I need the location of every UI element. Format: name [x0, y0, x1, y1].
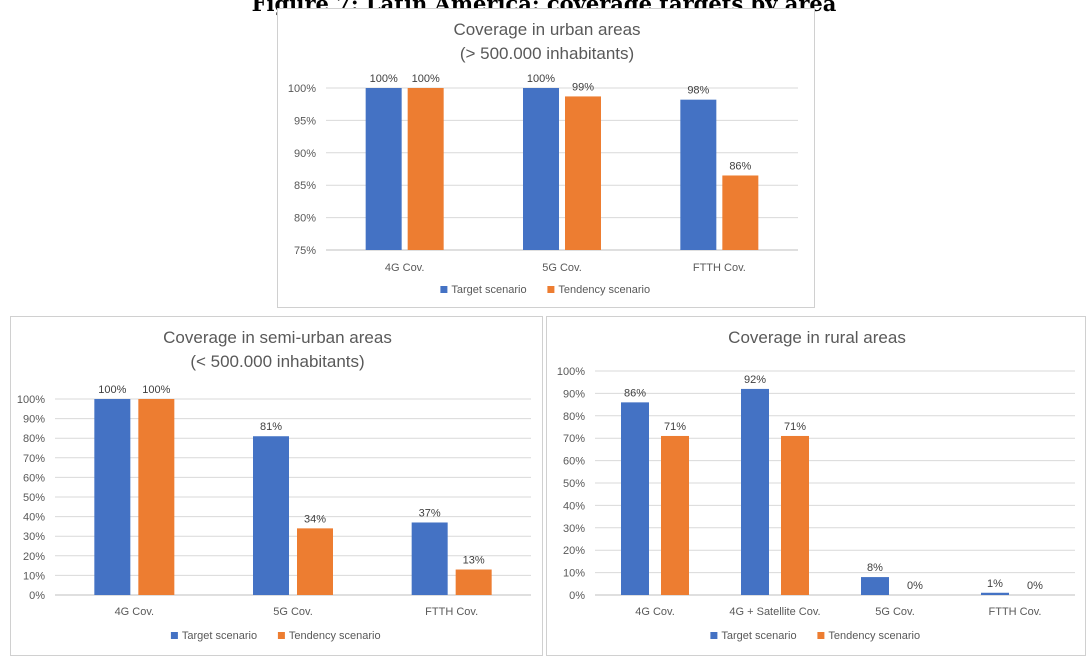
data-label-tendency: 100% — [142, 384, 170, 396]
data-label-target: 100% — [527, 73, 555, 85]
x-category-label: 5G Cov. — [542, 262, 582, 274]
data-label-target: 1% — [987, 578, 1003, 590]
data-label-tendency: 100% — [412, 73, 440, 85]
bar-tendency — [722, 175, 758, 250]
x-category-label: 5G Cov. — [273, 606, 313, 618]
x-category-label: 4G Cov. — [385, 262, 425, 274]
data-label-target: 81% — [260, 421, 282, 433]
y-tick-label: 30% — [23, 531, 45, 543]
x-category-label: FTTH Cov. — [693, 262, 746, 274]
data-label-target: 92% — [744, 374, 766, 386]
y-tick-label: 20% — [563, 545, 585, 557]
bar-tendency — [781, 436, 809, 595]
y-tick-label: 50% — [563, 478, 585, 490]
bar-target — [94, 399, 130, 595]
chart-semi-urban-coverage-svg: Coverage in semi-urban areas (< 500.000 i… — [11, 317, 544, 657]
y-tick-label: 80% — [23, 433, 45, 445]
legend-label-target: Target scenario — [451, 284, 526, 296]
data-label-tendency: 71% — [664, 421, 686, 433]
y-tick-label: 100% — [557, 366, 585, 378]
y-tick-label: 70% — [563, 433, 585, 445]
chart-semi-urban-coverage: Coverage in semi-urban areas (< 500.000 i… — [10, 316, 543, 656]
y-tick-label: 40% — [23, 512, 45, 524]
bar-target — [981, 593, 1009, 595]
bar-target — [741, 389, 769, 595]
y-tick-label: 50% — [23, 492, 45, 504]
chart-title-line: Coverage in urban areas — [453, 20, 640, 39]
y-tick-label: 30% — [563, 523, 585, 535]
y-tick-label: 90% — [294, 148, 316, 160]
legend-label-tendency: Tendency scenario — [558, 284, 650, 296]
y-tick-label: 70% — [23, 453, 45, 465]
legend-label-target: Target scenario — [721, 630, 796, 642]
chart-title-line: Coverage in rural areas — [728, 328, 906, 347]
x-category-label: 4G Cov. — [635, 606, 675, 618]
bar-target — [861, 577, 889, 595]
data-label-target: 100% — [98, 384, 126, 396]
chart-rural-coverage-svg: Coverage in rural areas 0% 10% 20% 30% 40% 50%… — [547, 317, 1087, 657]
bar-tendency — [138, 399, 174, 595]
data-label-target: 8% — [867, 562, 883, 574]
y-tick-label: 95% — [294, 115, 316, 127]
data-label-target: 37% — [419, 507, 441, 519]
x-category-label: 4G + Satellite Cov. — [729, 606, 820, 618]
y-tick-label: 40% — [563, 500, 585, 512]
data-label-tendency: 99% — [572, 81, 594, 93]
bar-target — [253, 436, 289, 595]
x-category-label: 5G Cov. — [875, 606, 915, 618]
y-tick-label: 20% — [23, 551, 45, 563]
y-tick-label: 10% — [23, 570, 45, 582]
data-label-tendency: 86% — [729, 160, 751, 172]
legend-swatch-target — [171, 632, 178, 639]
y-tick-label: 75% — [294, 245, 316, 257]
x-category-label: FTTH Cov. — [425, 606, 478, 618]
bar-target — [412, 522, 448, 595]
y-tick-label: 60% — [563, 456, 585, 468]
y-tick-label: 60% — [23, 472, 45, 484]
legend-label-tendency: Tendency scenario — [828, 630, 920, 642]
y-tick-label: 85% — [294, 180, 316, 192]
y-tick-label: 100% — [17, 394, 45, 406]
y-tick-label: 0% — [569, 590, 585, 602]
data-label-tendency: 13% — [463, 555, 485, 567]
y-tick-label: 90% — [23, 414, 45, 426]
data-label-target: 98% — [687, 85, 709, 97]
legend-label-tendency: Tendency scenario — [289, 630, 381, 642]
legend-swatch-tendency — [278, 632, 285, 639]
chart-urban-coverage: Coverage in urban areas (> 500.000 inhabi… — [277, 8, 815, 308]
chart-rural-coverage: Coverage in rural areas 0% 10% 20% 30% 40% 50%… — [546, 316, 1086, 656]
data-label-tendency: 0% — [907, 580, 923, 592]
y-tick-label: 90% — [563, 388, 585, 400]
chart-urban-coverage-svg: Coverage in urban areas (> 500.000 inhabi… — [278, 9, 816, 309]
bar-tendency — [565, 96, 601, 250]
y-tick-label: 100% — [288, 83, 316, 95]
y-tick-label: 10% — [563, 568, 585, 580]
legend-swatch-target — [440, 286, 447, 293]
bar-target — [523, 88, 559, 250]
legend-swatch-tendency — [547, 286, 554, 293]
bar-target — [366, 88, 402, 250]
bar-tendency — [661, 436, 689, 595]
legend-swatch-tendency — [817, 632, 824, 639]
y-tick-label: 0% — [29, 590, 45, 602]
data-label-target: 100% — [370, 73, 398, 85]
data-label-tendency: 71% — [784, 421, 806, 433]
bar-tendency — [456, 570, 492, 595]
x-category-label: 4G Cov. — [115, 606, 155, 618]
chart-title-line: (< 500.000 inhabitants) — [190, 352, 364, 371]
bar-tendency — [408, 88, 444, 250]
chart-title-line: (> 500.000 inhabitants) — [460, 44, 634, 63]
legend-label-target: Target scenario — [182, 630, 257, 642]
y-tick-label: 80% — [294, 213, 316, 225]
bar-target — [680, 100, 716, 250]
data-label-tendency: 0% — [1027, 580, 1043, 592]
data-label-tendency: 34% — [304, 513, 326, 525]
data-label-target: 86% — [624, 387, 646, 399]
x-category-label: FTTH Cov. — [989, 606, 1042, 618]
y-tick-label: 80% — [563, 411, 585, 423]
bar-tendency — [297, 528, 333, 595]
chart-title-line: Coverage in semi-urban areas — [163, 328, 392, 347]
legend-swatch-target — [710, 632, 717, 639]
bar-target — [621, 402, 649, 595]
